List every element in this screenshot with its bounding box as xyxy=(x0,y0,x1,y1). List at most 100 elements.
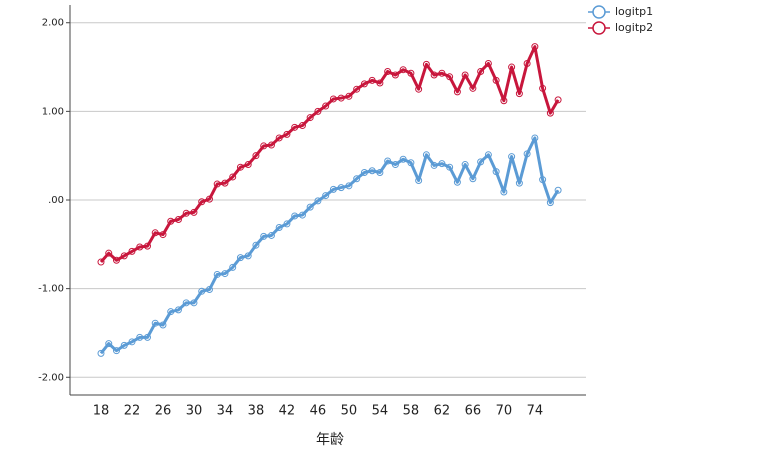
point xyxy=(360,169,368,177)
point xyxy=(128,338,136,346)
point xyxy=(438,69,446,77)
point xyxy=(252,241,260,249)
point xyxy=(469,175,477,183)
point xyxy=(546,109,554,117)
point xyxy=(492,168,500,176)
point xyxy=(174,306,182,314)
point xyxy=(174,216,182,223)
point xyxy=(236,254,244,262)
point xyxy=(531,43,539,51)
point xyxy=(329,185,337,193)
point xyxy=(136,333,144,341)
point xyxy=(415,177,423,184)
point xyxy=(407,69,415,77)
point xyxy=(182,209,190,217)
legend-marker xyxy=(592,5,606,19)
point xyxy=(515,179,523,187)
series-line xyxy=(99,45,560,264)
point xyxy=(182,299,190,307)
point xyxy=(105,249,113,257)
point xyxy=(298,122,306,130)
point xyxy=(167,217,175,225)
point xyxy=(205,286,213,294)
point xyxy=(267,141,275,149)
point xyxy=(368,76,376,84)
point xyxy=(554,96,562,104)
point xyxy=(105,340,113,348)
point xyxy=(306,114,314,122)
point xyxy=(275,134,283,142)
point xyxy=(97,258,105,266)
x-tick-label: 50 xyxy=(341,404,358,419)
point xyxy=(275,223,283,231)
point xyxy=(143,242,151,250)
x-tick-label: 54 xyxy=(372,404,389,419)
point xyxy=(213,180,221,188)
point xyxy=(337,184,345,192)
x-tick-label: 22 xyxy=(124,404,141,419)
point xyxy=(97,349,105,357)
x-tick-label: 46 xyxy=(310,404,327,419)
point xyxy=(384,157,392,165)
y-tick-label: .00 xyxy=(48,195,64,206)
point xyxy=(430,161,438,169)
point xyxy=(360,80,368,88)
x-tick-label: 38 xyxy=(248,404,265,419)
point xyxy=(283,130,291,138)
point xyxy=(461,71,469,79)
point xyxy=(329,95,337,103)
point xyxy=(283,220,291,228)
point xyxy=(167,308,175,316)
point xyxy=(213,270,221,278)
point xyxy=(244,161,252,169)
point xyxy=(492,76,500,84)
point xyxy=(120,252,128,260)
point xyxy=(477,67,485,75)
point xyxy=(531,134,539,142)
legend-label: logitp1 xyxy=(615,5,653,18)
point xyxy=(244,252,252,260)
point xyxy=(391,71,399,79)
point xyxy=(229,263,237,271)
point xyxy=(291,212,299,220)
point xyxy=(267,231,275,239)
point xyxy=(539,84,547,92)
point xyxy=(322,192,330,200)
point xyxy=(539,176,547,184)
point xyxy=(508,63,516,71)
point xyxy=(221,270,229,278)
point xyxy=(151,229,159,237)
point xyxy=(337,94,345,102)
point xyxy=(236,163,244,171)
point xyxy=(198,198,206,206)
y-tick-label: -1.00 xyxy=(38,284,64,295)
point xyxy=(229,173,237,181)
point xyxy=(376,169,384,177)
point xyxy=(438,160,446,168)
point xyxy=(136,243,144,251)
point xyxy=(508,153,516,161)
point xyxy=(260,142,268,150)
point xyxy=(384,67,392,75)
point xyxy=(484,60,492,67)
point xyxy=(314,197,322,205)
point xyxy=(453,88,461,96)
point xyxy=(112,347,120,355)
x-tick-label: 42 xyxy=(279,404,296,419)
point xyxy=(314,107,322,115)
legend-marker xyxy=(592,21,606,35)
point xyxy=(477,158,485,166)
point xyxy=(430,71,438,79)
point xyxy=(190,208,198,216)
point xyxy=(298,211,306,219)
point xyxy=(345,182,353,190)
point xyxy=(291,123,299,131)
point xyxy=(353,175,361,183)
point xyxy=(376,79,384,87)
point xyxy=(112,256,120,264)
point xyxy=(523,150,531,158)
y-tick-label: 1.00 xyxy=(42,106,64,117)
x-tick-label: 62 xyxy=(434,404,451,419)
